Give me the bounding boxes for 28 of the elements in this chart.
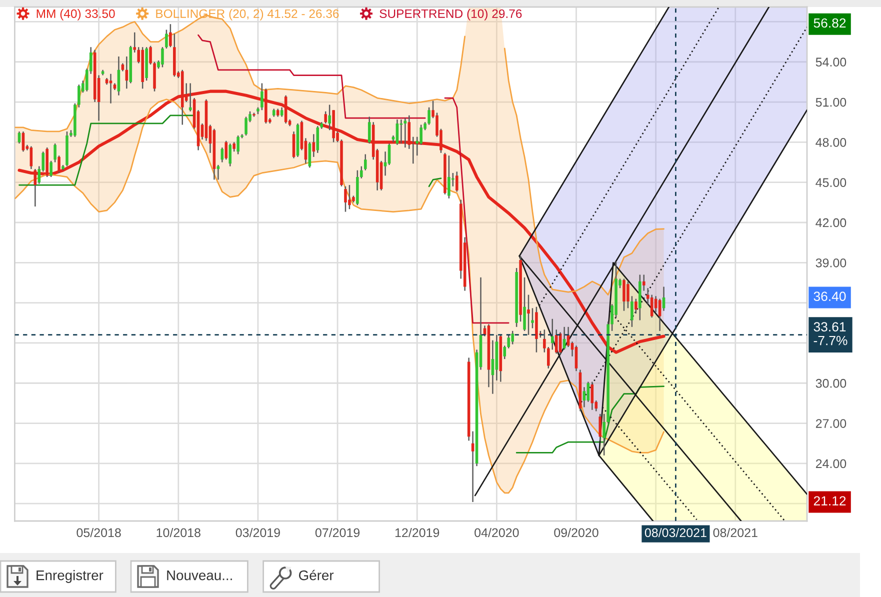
text: 36.40 [814, 292, 846, 302]
legend-label: SUPERTREND (10) 29.76 [380, 9, 522, 20]
y-tick-label: 24.00 [816, 459, 846, 468]
x-tick-label: 05/2018 [76, 528, 121, 538]
y-tick-label: 54.00 [816, 58, 846, 67]
y-tick-label: 45.00 [816, 178, 846, 187]
x-tick-label: 12/2019 [395, 528, 440, 538]
x-tick-label: 09/2020 [554, 528, 598, 538]
y-tick-label: 48.00 [816, 138, 846, 147]
ref-line-label: 33.61 -7.7% [814, 322, 848, 346]
text: Nouveau... [167, 570, 232, 580]
text: 56.82 [814, 18, 846, 28]
y-tick-label: 27.00 [816, 419, 846, 428]
text: 21.12 [814, 496, 846, 506]
y-tick-label: 39.00 [816, 258, 846, 268]
x-tick-label: 04/2020 [474, 528, 519, 538]
text: Enregistrer [36, 570, 104, 583]
x-tick-label: 03/2019 [236, 528, 280, 538]
x-tick-label: 10/2018 [156, 528, 200, 538]
x-tick-label: 07/2019 [315, 528, 360, 538]
x-tick-label: 08/2021 [713, 528, 758, 538]
y-tick-label: 42.00 [816, 218, 846, 228]
y-tick-label: 30.00 [816, 378, 846, 388]
legend-label: MM (40) 33.50 [36, 9, 115, 20]
legend-label: BOLLINGER (20, 2) 41.52 - 26.36 [156, 9, 339, 20]
ref-line-label: 08/03/2021 [644, 528, 706, 538]
text: Gérer [299, 570, 334, 580]
y-tick-label: 51.00 [816, 98, 846, 107]
